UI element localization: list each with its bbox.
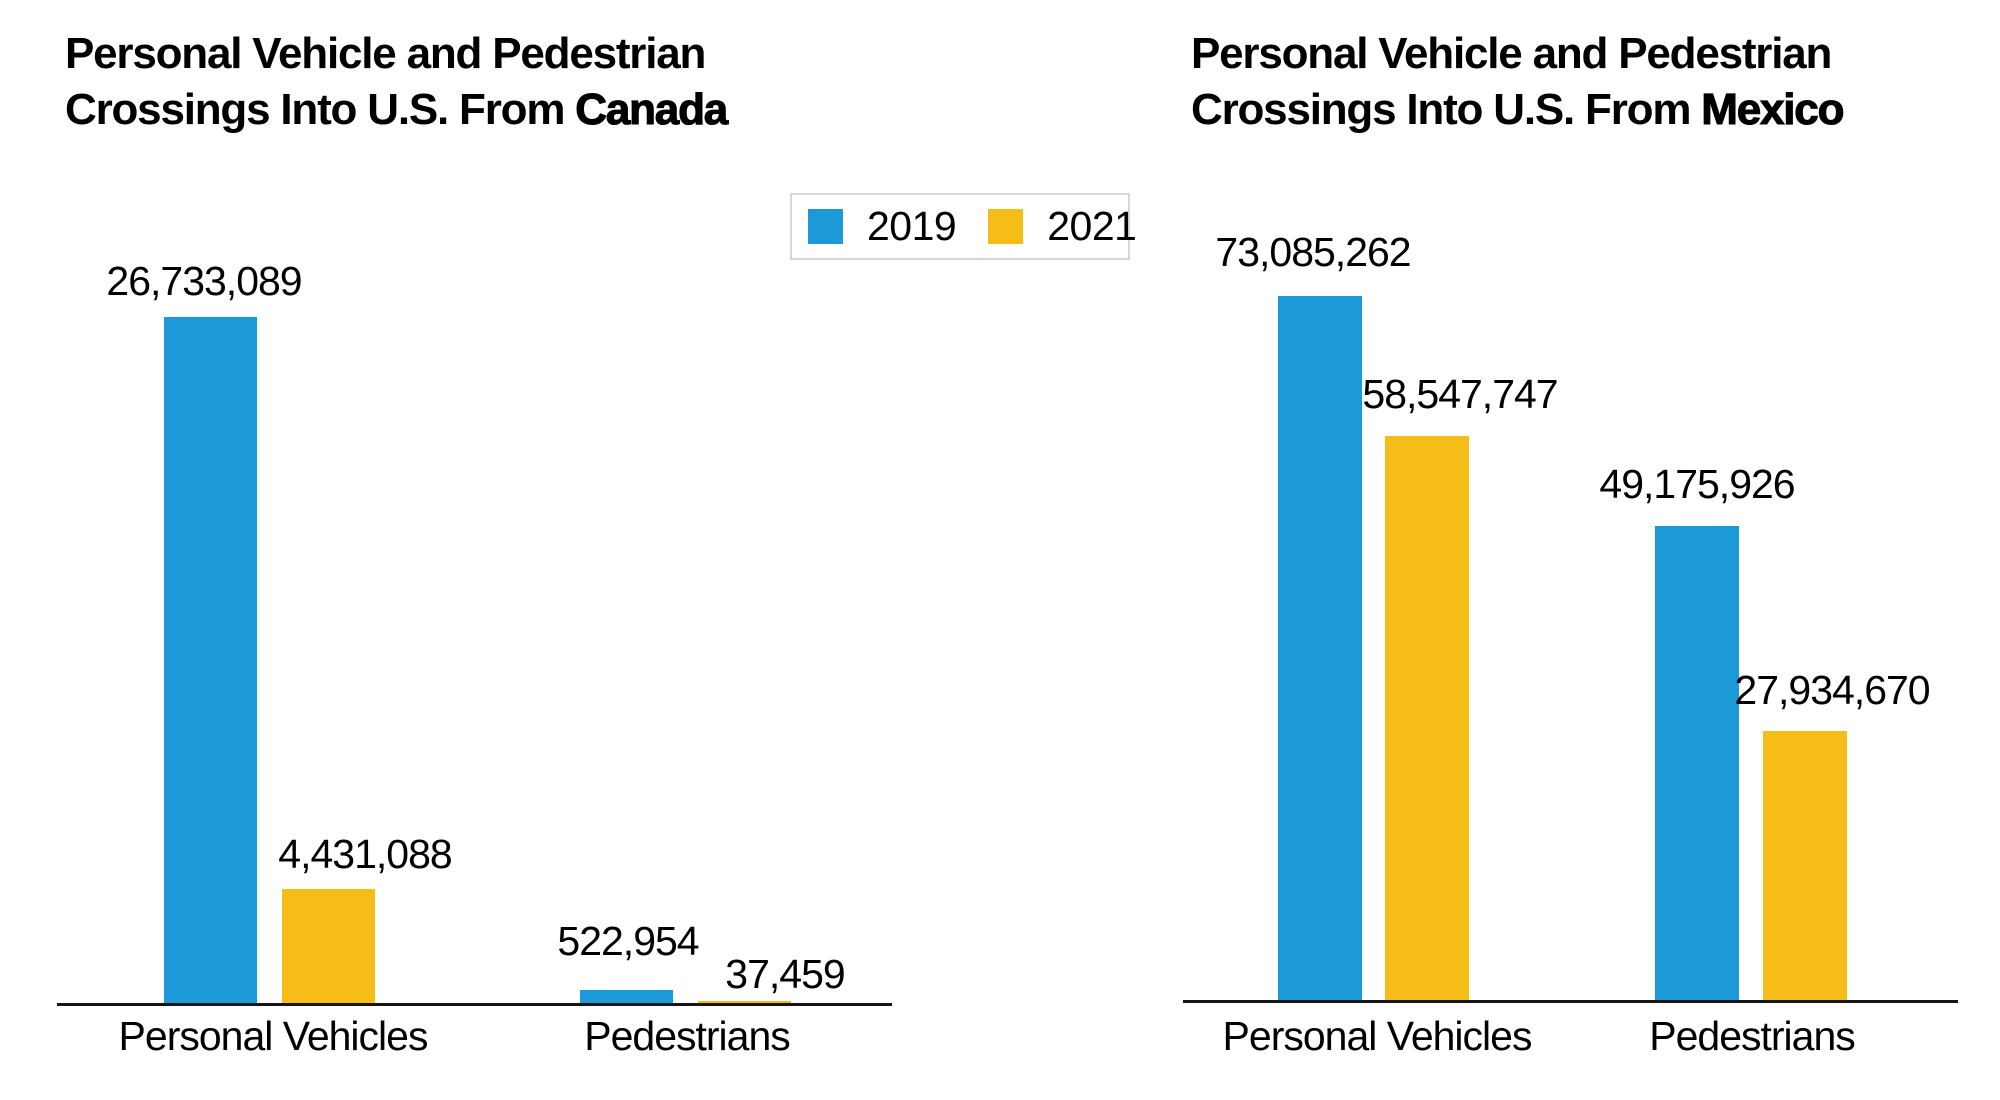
bar-mexico-pedestrians-2021 (1763, 731, 1847, 1000)
chart-title-canada-line1: Personal Vehicle and Pedestrian (65, 29, 706, 78)
chart-title-mexico-line1: Personal Vehicle and Pedestrian (1191, 29, 1832, 78)
value-label-mexico-pedestrians-2019: 49,175,926 (1599, 461, 1795, 507)
chart-title-canada: Personal Vehicle and Pedestrian Crossing… (65, 26, 729, 138)
legend-label-2021: 2021 (1047, 203, 1137, 249)
bar-canada-personal-vehicles-2019 (164, 317, 257, 1003)
value-label-mexico-pedestrians-2021: 27,934,670 (1734, 667, 1930, 713)
legend: 2019 2021 (790, 193, 1137, 260)
x-axis-mexico (1183, 1000, 1958, 1003)
chart-title-mexico-line2: Crossings Into U.S. From Mexico (1191, 82, 1845, 138)
category-label-mexico-personal-vehicles: Personal Vehicles (1222, 1013, 1533, 1059)
value-label-canada-pedestrians-2019: 522,954 (557, 918, 699, 964)
chart-title-mexico-line2-prefix: Crossings Into U.S. From (1191, 85, 1691, 134)
value-label-canada-pedestrians-2021: 37,459 (725, 951, 845, 997)
legend-item-2021: 2021 (988, 203, 1137, 249)
category-label-canada-pedestrians: Pedestrians (584, 1013, 791, 1059)
chart-title-canada-country: Canada (575, 84, 729, 134)
chart-title-canada-line2-prefix: Crossings Into U.S. From (65, 85, 565, 134)
category-label-mexico-pedestrians: Pedestrians (1649, 1013, 1856, 1059)
bar-canada-personal-vehicles-2021 (282, 889, 375, 1003)
value-label-canada-personal-vehicles-2021: 4,431,088 (278, 831, 452, 877)
bar-canada-pedestrians-2021 (698, 1001, 791, 1003)
value-label-mexico-personal-vehicles-2021: 58,547,747 (1362, 371, 1558, 417)
bar-mexico-pedestrians-2019 (1655, 526, 1739, 1000)
legend-swatch-2019-icon (808, 209, 843, 244)
value-label-mexico-personal-vehicles-2019: 73,085,262 (1215, 229, 1411, 275)
chart-title-mexico-country: Mexico (1701, 84, 1845, 134)
legend-label-2019: 2019 (867, 203, 957, 249)
x-axis-canada (57, 1003, 892, 1006)
bar-mexico-personal-vehicles-2021 (1385, 436, 1469, 1000)
chart-title-mexico: Personal Vehicle and Pedestrian Crossing… (1191, 26, 1845, 138)
bar-mexico-personal-vehicles-2019 (1278, 296, 1362, 1000)
legend-swatch-2021-icon (988, 209, 1024, 244)
chart-title-canada-line2: Crossings Into U.S. From Canada (65, 82, 729, 138)
legend-item-2019: 2019 (808, 203, 957, 249)
bar-canada-pedestrians-2019 (580, 990, 673, 1003)
category-label-canada-personal-vehicles: Personal Vehicles (118, 1013, 429, 1059)
value-label-canada-personal-vehicles-2019: 26,733,089 (106, 258, 302, 304)
